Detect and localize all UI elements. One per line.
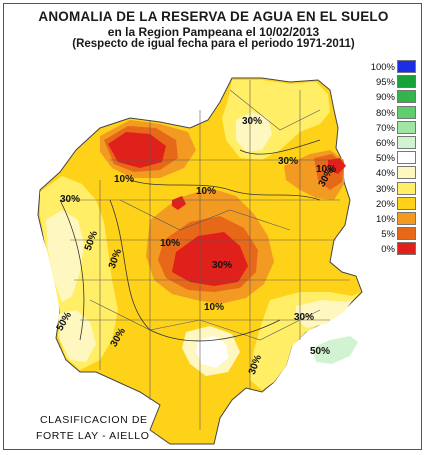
legend-row: 20% xyxy=(340,196,420,212)
legend-label: 5% xyxy=(381,229,395,241)
legend-row: 0% xyxy=(340,242,420,257)
legend-label: 30% xyxy=(375,183,395,195)
contour-label-group: 30% 30% 10% 10% 10% 30% 50% 30% 10% 10% … xyxy=(55,116,337,376)
zone-small-red xyxy=(172,196,186,210)
zone-southeast-pale xyxy=(296,298,354,328)
zone-coast-green xyxy=(312,336,358,364)
legend-label: 95% xyxy=(375,77,395,89)
legend-label: 70% xyxy=(375,122,395,134)
zone-northeast-red xyxy=(328,158,346,174)
contour-label: 50% xyxy=(310,346,330,357)
legend-row: 5% xyxy=(340,227,420,242)
map-title: ANOMALIA DE LA RESERVA DE AGUA EN EL SUE… xyxy=(38,9,389,24)
department-boundaries xyxy=(60,80,350,430)
map-subtitle-date: en la Region Pampeana el 10/02/2013 xyxy=(107,25,320,39)
legend-row: 70% xyxy=(340,120,420,136)
map-subtitle-period: (Respecto de igual fecha para el periodo… xyxy=(72,38,355,50)
contour-label: 30% xyxy=(212,260,232,271)
legend-label: 0% xyxy=(381,244,395,256)
contour-lines xyxy=(59,139,321,342)
legend-swatch xyxy=(397,196,416,210)
legend-swatch xyxy=(397,120,416,134)
legend-row: 40% xyxy=(340,166,420,181)
legend-swatch xyxy=(397,151,416,165)
legend-swatch xyxy=(397,90,416,104)
legend-label: 60% xyxy=(375,138,395,149)
credit-line2: FORTE LAY - AIELLO xyxy=(36,430,150,442)
contour-label: 10% xyxy=(160,238,180,249)
legend-row: 95% xyxy=(340,75,420,90)
legend-row: 100% xyxy=(340,60,420,75)
credit-line1: CLASIFICACION DE xyxy=(40,414,148,426)
contour-label: 30% xyxy=(60,194,80,205)
legend-row: 10% xyxy=(340,212,420,227)
legend-label: 40% xyxy=(375,168,395,180)
legend-row: 90% xyxy=(340,90,420,105)
legend-swatch xyxy=(397,60,416,73)
contour-label: 30% xyxy=(242,116,262,127)
contour-label: 10% xyxy=(204,302,224,313)
zone-west-pale xyxy=(46,210,84,302)
contour-label: 30% xyxy=(278,156,298,167)
legend-row: 60% xyxy=(340,136,420,151)
legend-label: 80% xyxy=(375,107,395,119)
legend-row: 80% xyxy=(340,105,420,121)
legend-swatch xyxy=(397,136,416,149)
legend-label: 50% xyxy=(375,153,395,165)
legend-swatch xyxy=(397,166,416,180)
legend-swatch xyxy=(397,75,416,89)
legend-label: 90% xyxy=(375,92,395,104)
legend-swatch xyxy=(397,181,416,195)
contour-label: 30% xyxy=(294,312,314,323)
legend-label: 100% xyxy=(370,62,395,73)
zone-northwest-red xyxy=(108,132,166,168)
legend-swatch xyxy=(397,242,416,256)
legend-swatch xyxy=(397,212,416,225)
legend-swatch xyxy=(397,227,416,241)
legend-row: 30% xyxy=(340,181,420,197)
legend-label: 20% xyxy=(375,198,395,210)
contour-label: 10% xyxy=(114,174,134,185)
zone-center-red xyxy=(172,232,248,286)
zone-north-pale xyxy=(236,112,272,152)
contour-label: 10% xyxy=(316,164,336,175)
legend-label: 10% xyxy=(375,214,395,225)
zone-southwest-pale xyxy=(58,310,96,362)
legend-swatch xyxy=(397,105,416,119)
contour-label: 10% xyxy=(196,186,216,197)
zone-south-white xyxy=(196,336,228,368)
legend-row: 50% xyxy=(340,151,420,166)
